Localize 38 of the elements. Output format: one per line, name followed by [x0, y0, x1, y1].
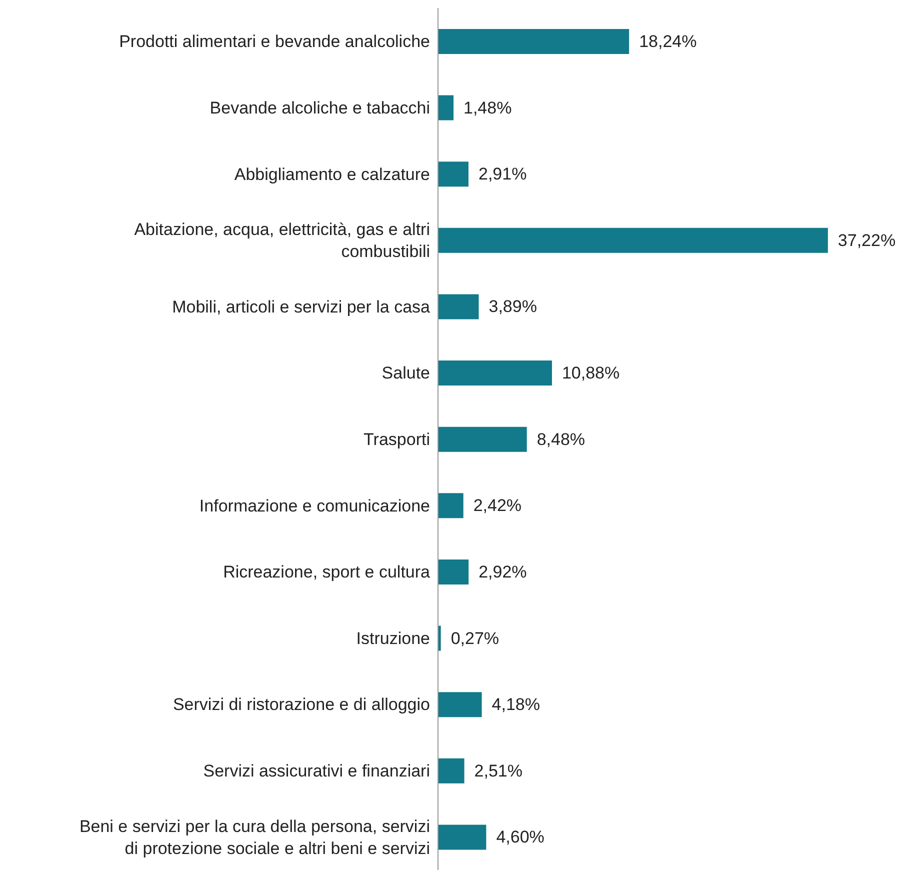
- y-tick-label: Prodotti alimentari e bevande analcoliche: [119, 32, 430, 51]
- data-label: 2,42%: [473, 496, 522, 516]
- y-tick-label: Salute: [382, 363, 430, 382]
- data-label: 8,48%: [536, 430, 586, 449]
- data-label: 4,60%: [496, 828, 544, 847]
- bar: [438, 426, 527, 452]
- bar: [438, 95, 454, 120]
- data-label: 0,27%: [450, 628, 500, 648]
- data-label: 3,89%: [488, 297, 537, 316]
- y-tick-label: Trasporti: [364, 430, 430, 448]
- bar: [438, 29, 630, 54]
- bar: [438, 559, 469, 584]
- data-label: 1,48%: [464, 98, 512, 118]
- bar: [438, 360, 552, 386]
- y-tick-label: Abbigliamento e calzature: [234, 164, 430, 184]
- y-tick-label: Informazione e comunicazione: [199, 496, 430, 515]
- bar: [438, 294, 479, 320]
- data-label: 2,51%: [474, 761, 522, 780]
- bar: [438, 758, 464, 784]
- bar: [438, 824, 486, 850]
- bar: [438, 692, 482, 718]
- data-label: 2,91%: [478, 164, 527, 184]
- y-tick-label: Bevande alcoliche e tabacchi: [210, 98, 430, 117]
- y-tick-label: Istruzione: [356, 628, 430, 648]
- data-label: 37,22%: [838, 230, 896, 250]
- y-tick-label: Ricreazione, sport e cultura: [223, 562, 431, 582]
- bar: [438, 162, 468, 187]
- bar: [438, 228, 828, 253]
- data-label: 10,88%: [562, 364, 620, 383]
- y-tick-label: Beni e servizi per la cura della persona, servizi di protezione sociale e altri beni e servizi: [79, 816, 430, 858]
- data-label: 18,24%: [639, 32, 697, 51]
- y-tick-label: Abitazione, acqua, elettricità, gas e altri combustibili: [134, 220, 430, 261]
- data-label: 2,92%: [478, 562, 527, 582]
- bar: [438, 493, 464, 518]
- y-tick-label: Servizi assicurativi e finanziari: [203, 761, 430, 780]
- y-tick-label: Mobili, articoli e servizi per la casa: [172, 296, 431, 316]
- data-label: 4,18%: [492, 695, 540, 714]
- y-tick-label: Servizi di ristorazione e di alloggio: [172, 694, 430, 714]
